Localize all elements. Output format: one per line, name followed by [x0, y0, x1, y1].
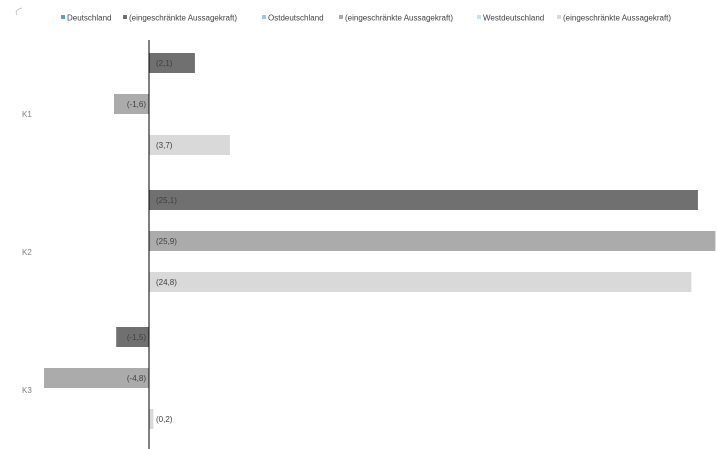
data-label-series1-k3: (-1,5)	[127, 333, 146, 342]
data-label-series1-k1: (2,1)	[156, 59, 173, 68]
legend-label-4: Westdeutschland	[483, 14, 544, 23]
bar-series2-k1	[114, 94, 149, 114]
legend-swatch-1	[123, 15, 127, 19]
bar-series3-k2	[149, 272, 692, 292]
data-label-series2-k2: (25,9)	[156, 237, 177, 246]
category-label-k3: K3	[22, 386, 32, 395]
legend-label-1: (eingeschränkte Aussagekraft)	[129, 14, 237, 23]
bar-series2-k3	[44, 368, 149, 388]
data-labels: (2,1) (25,1) (-1,5) (-1,6) (25,9) (-4,8) (3,7)…	[127, 59, 177, 424]
legend-swatch-3	[339, 15, 343, 19]
category-axis-labels: K1 K2 K3	[22, 110, 32, 395]
legend-label-2: Ostdeutschland	[268, 14, 324, 23]
data-label-series1-k2: (25,1)	[156, 196, 177, 205]
data-label-series3-k2: (24,8)	[156, 278, 177, 287]
legend-swatch-5	[557, 15, 561, 19]
bar-series1-k1	[149, 53, 195, 73]
data-label-series3-k3: (0,2)	[156, 415, 173, 424]
legend-swatch-4	[477, 15, 481, 19]
legend-label-3: (eingeschränkte Aussagekraft)	[345, 14, 453, 23]
data-label-series2-k1: (-1,6)	[127, 100, 146, 109]
chart-area-corner	[15, 7, 23, 16]
bar-series3-k1	[149, 135, 230, 155]
data-label-series2-k3: (-4,8)	[127, 374, 146, 383]
legend-label-0: Deutschland	[67, 14, 111, 23]
data-label-series3-k1: (3,7)	[156, 141, 173, 150]
chart-legend: Deutschland (eingeschränkte Aussagekraft)…	[61, 14, 671, 23]
category-label-k1: K1	[22, 110, 32, 119]
legend-swatch-0	[61, 15, 65, 19]
bar-series3-k3	[149, 409, 154, 429]
bars	[44, 53, 716, 429]
legend-swatch-2	[262, 15, 266, 19]
bar-series1-k2	[149, 190, 698, 210]
bar-series1-k3	[116, 327, 149, 347]
category-label-k2: K2	[22, 248, 32, 257]
legend-label-5: (eingeschränkte Aussagekraft)	[563, 14, 671, 23]
bar-series2-k2	[149, 231, 716, 251]
